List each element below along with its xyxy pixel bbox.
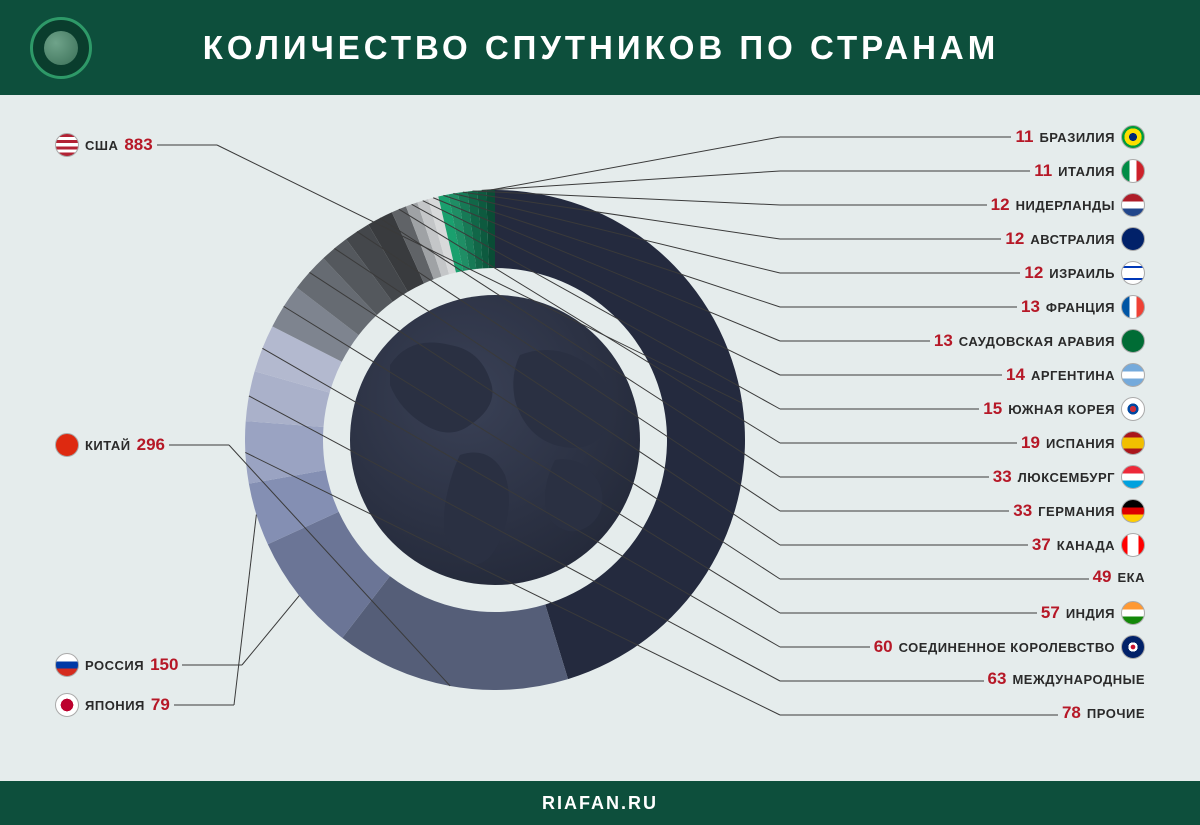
country-name: БРАЗИЛИЯ (1039, 130, 1115, 145)
source-credit: RIAFAN.RU (542, 793, 658, 813)
country-label-argentina: 14 АРГЕНТИНА (1006, 363, 1145, 387)
country-label-esa: 49 ЕКА (1093, 567, 1145, 587)
country-name: ИЗРАИЛЬ (1049, 266, 1115, 281)
country-label-saudi: 13 САУДОВСКАЯ АРАВИЯ (934, 329, 1145, 353)
country-name: ЕКА (1118, 570, 1146, 585)
flag-icon-china (55, 433, 79, 457)
flag-icon-japan (55, 693, 79, 717)
country-name: ФРАНЦИЯ (1046, 300, 1115, 315)
country-label-germany: 33 ГЕРМАНИЯ (1013, 499, 1145, 523)
country-label-other: 78 ПРОЧИЕ (1062, 703, 1145, 723)
country-value: 63 (988, 669, 1007, 689)
flag-icon-canada (1121, 533, 1145, 557)
country-label-spain: 19 ИСПАНИЯ (1021, 431, 1145, 455)
country-label-japan: ЯПОНИЯ 79 (55, 693, 170, 717)
country-value: 57 (1041, 603, 1060, 623)
country-name: ИНДИЯ (1066, 606, 1115, 621)
country-label-brazil: 11 БРАЗИЛИЯ (1015, 125, 1145, 149)
country-value: 11 (1015, 127, 1033, 147)
flag-icon-skorea (1121, 397, 1145, 421)
country-name: ЮЖНАЯ КОРЕЯ (1008, 402, 1115, 417)
country-value: 296 (137, 435, 165, 455)
country-value: 19 (1021, 433, 1040, 453)
country-value: 79 (151, 695, 170, 715)
globe-icon (44, 31, 78, 65)
country-value: 14 (1006, 365, 1025, 385)
flag-icon-italy (1121, 159, 1145, 183)
country-name: ИСПАНИЯ (1046, 436, 1115, 451)
flag-icon-brazil (1121, 125, 1145, 149)
flag-icon-saudi (1121, 329, 1145, 353)
country-name: ГЕРМАНИЯ (1038, 504, 1115, 519)
brand-logo (30, 17, 92, 79)
country-label-china: КИТАЙ 296 (55, 433, 165, 457)
flag-icon-germany (1121, 499, 1145, 523)
country-name: ИТАЛИЯ (1058, 164, 1115, 179)
donut-chart (245, 190, 745, 690)
flag-icon-israel (1121, 261, 1145, 285)
flag-icon-russia (55, 653, 79, 677)
country-value: 13 (934, 331, 953, 351)
country-value: 883 (124, 135, 152, 155)
flag-icon-australia (1121, 227, 1145, 251)
country-label-netherlands: 12 НИДЕРЛАНДЫ (991, 193, 1145, 217)
country-value: 49 (1093, 567, 1112, 587)
country-name: АВСТРАЛИЯ (1030, 232, 1115, 247)
country-value: 12 (991, 195, 1010, 215)
flag-icon-uk (1121, 635, 1145, 659)
country-name: СОЕДИНЕННОЕ КОРОЛЕВСТВО (899, 640, 1115, 655)
country-name: КАНАДА (1057, 538, 1115, 553)
country-name: САУДОВСКАЯ АРАВИЯ (959, 334, 1115, 349)
country-value: 37 (1032, 535, 1051, 555)
country-label-france: 13 ФРАНЦИЯ (1021, 295, 1145, 319)
header: КОЛИЧЕСТВО СПУТНИКОВ ПО СТРАНАМ (0, 0, 1200, 95)
country-value: 12 (1024, 263, 1043, 283)
flag-icon-argentina (1121, 363, 1145, 387)
country-value: 78 (1062, 703, 1081, 723)
flag-icon-usa (55, 133, 79, 157)
country-label-australia: 12 АВСТРАЛИЯ (1005, 227, 1145, 251)
page-title: КОЛИЧЕСТВО СПУТНИКОВ ПО СТРАНАМ (92, 29, 1170, 67)
country-value: 60 (874, 637, 893, 657)
country-value: 12 (1005, 229, 1024, 249)
country-value: 33 (1013, 501, 1032, 521)
country-name: ЯПОНИЯ (85, 698, 145, 713)
country-name: ЛЮКСЕМБУРГ (1018, 470, 1115, 485)
flag-icon-india (1121, 601, 1145, 625)
country-value: 33 (993, 467, 1012, 487)
country-name: КИТАЙ (85, 438, 131, 453)
country-label-intl: 63 МЕЖДУНАРОДНЫЕ (988, 669, 1145, 689)
country-label-india: 57 ИНДИЯ (1041, 601, 1145, 625)
footer: RIAFAN.RU (0, 781, 1200, 825)
main-chart-area: США 883 КИТАЙ 296 РОССИЯ 150 ЯПОНИЯ 79 11 БРАЗИЛ… (0, 95, 1200, 781)
country-label-luxembourg: 33 ЛЮКСЕМБУРГ (993, 465, 1145, 489)
country-label-israel: 12 ИЗРАИЛЬ (1024, 261, 1145, 285)
country-value: 15 (983, 399, 1002, 419)
country-name: РОССИЯ (85, 658, 144, 673)
globe-illustration (350, 295, 640, 585)
flag-icon-luxembourg (1121, 465, 1145, 489)
country-label-usa: США 883 (55, 133, 153, 157)
country-name: МЕЖДУНАРОДНЫЕ (1012, 672, 1145, 687)
country-label-russia: РОССИЯ 150 (55, 653, 178, 677)
flag-icon-spain (1121, 431, 1145, 455)
flag-icon-france (1121, 295, 1145, 319)
country-value: 11 (1034, 161, 1052, 181)
country-name: ПРОЧИЕ (1087, 706, 1145, 721)
country-value: 13 (1021, 297, 1040, 317)
country-value: 150 (150, 655, 178, 675)
flag-icon-netherlands (1121, 193, 1145, 217)
country-name: АРГЕНТИНА (1031, 368, 1115, 383)
country-name: США (85, 138, 118, 153)
country-label-uk: 60 СОЕДИНЕННОЕ КОРОЛЕВСТВО (874, 635, 1145, 659)
country-label-canada: 37 КАНАДА (1032, 533, 1145, 557)
country-label-skorea: 15 ЮЖНАЯ КОРЕЯ (983, 397, 1145, 421)
country-label-italy: 11 ИТАЛИЯ (1034, 159, 1145, 183)
country-name: НИДЕРЛАНДЫ (1016, 198, 1115, 213)
